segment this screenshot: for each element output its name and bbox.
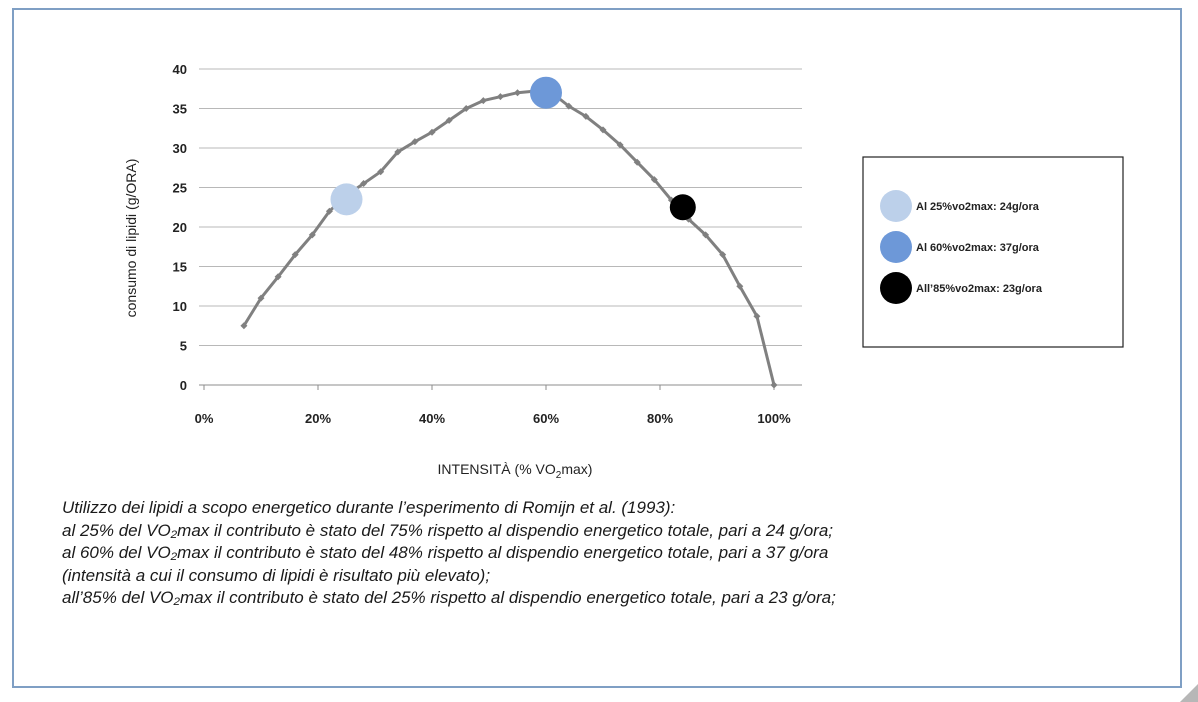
data-point	[565, 102, 573, 110]
x-tick-label: 0%	[195, 411, 214, 426]
x-tick-label: 80%	[647, 411, 673, 426]
data-point	[445, 116, 453, 124]
data-point	[650, 176, 658, 184]
caption-line-5: all’85% del VO₂max il contributo è stato…	[62, 588, 836, 607]
y-tick-label: 40	[173, 62, 187, 77]
y-axis-ticks: 0 5 10 15 20 25 30 35 40	[173, 62, 187, 393]
data-point	[719, 251, 727, 259]
data-point	[496, 93, 504, 101]
series-line	[240, 87, 778, 389]
data-point	[274, 273, 282, 281]
data-point	[599, 126, 607, 134]
highlight-point	[530, 76, 562, 109]
legend-marker	[880, 231, 912, 263]
highlight-point	[669, 194, 696, 221]
legend-marker	[880, 190, 912, 222]
data-point	[360, 180, 368, 188]
x-axis-label-main: INTENSITÀ (% VO	[438, 461, 556, 477]
x-tick-label: 60%	[533, 411, 559, 426]
y-tick-label: 0	[180, 378, 187, 393]
gridlines	[199, 68, 802, 386]
data-point	[514, 89, 521, 97]
legend-label: Al 25%vo2max: 24g/ora	[916, 201, 1040, 213]
data-point	[377, 168, 385, 176]
legend: Al 25%vo2max: 24g/ora Al 60%vo2max: 37g/o…	[880, 190, 1043, 304]
x-axis-label: INTENSITÀ (% VO2max)	[438, 461, 593, 481]
data-point	[753, 312, 761, 320]
y-axis-label: consumo di lipidi (g/ORA)	[123, 159, 139, 318]
data-point	[770, 381, 778, 389]
data-point	[616, 141, 624, 149]
legend-label: Al 60%vo2max: 37g/ora	[916, 242, 1040, 254]
caption-line-1: Utilizzo dei lipidi a scopo energetico d…	[62, 498, 676, 517]
caption-line-3: al 60% del VO₂max il contributo è stato …	[62, 543, 829, 562]
data-point	[633, 158, 641, 166]
y-tick-label: 10	[173, 299, 187, 314]
legend-label: All’85%vo2max: 23g/ora	[916, 283, 1043, 295]
data-point	[394, 148, 402, 156]
y-tick-label: 35	[173, 102, 187, 117]
highlight-points	[330, 76, 696, 221]
data-point	[291, 251, 299, 259]
data-point	[308, 231, 316, 239]
x-tick-label: 40%	[419, 411, 445, 426]
caption-line-2: al 25% del VO₂max il contributo è stato …	[62, 520, 833, 540]
data-point	[325, 207, 333, 215]
x-axis-ticks: 0% 20% 40% 60% 80% 100%	[195, 385, 791, 426]
data-point	[411, 138, 419, 146]
series-path	[242, 89, 776, 386]
page-corner-fold	[1180, 684, 1198, 702]
y-tick-label: 5	[180, 339, 187, 354]
data-point	[428, 128, 436, 136]
legend-marker	[880, 272, 912, 304]
figure-caption: Utilizzo dei lipidi a scopo energetico d…	[62, 497, 1162, 610]
caption-line-4: (intensità a cui il consumo di lipidi è …	[62, 565, 491, 585]
data-point	[702, 231, 710, 239]
data-point	[479, 97, 487, 105]
highlight-point	[330, 183, 363, 216]
x-tick-label: 100%	[757, 411, 791, 426]
y-tick-label: 15	[173, 260, 187, 275]
x-axis-label-sub: 2	[556, 470, 562, 481]
y-tick-label: 25	[173, 181, 187, 196]
data-point	[462, 105, 470, 112]
y-tick-label: 30	[173, 141, 187, 156]
x-tick-label: 20%	[305, 411, 331, 426]
data-point	[582, 112, 590, 120]
data-point	[257, 294, 265, 302]
y-tick-label: 20	[173, 220, 187, 235]
data-point	[736, 282, 744, 290]
data-point	[240, 322, 248, 330]
x-axis-label-tail: max)	[561, 461, 592, 477]
figure-frame	[12, 8, 1182, 688]
